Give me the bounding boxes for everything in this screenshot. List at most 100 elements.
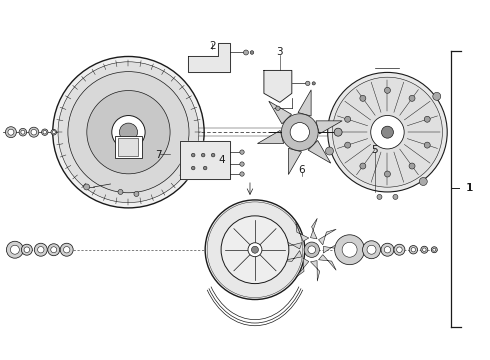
Circle shape	[344, 116, 351, 122]
Circle shape	[381, 243, 394, 256]
Circle shape	[192, 166, 195, 170]
Circle shape	[112, 116, 145, 149]
Circle shape	[281, 114, 318, 150]
Text: 5: 5	[371, 145, 378, 155]
Circle shape	[304, 242, 319, 257]
Circle shape	[118, 189, 123, 194]
Polygon shape	[264, 71, 292, 102]
Circle shape	[431, 247, 437, 253]
Circle shape	[48, 244, 60, 256]
Text: 4: 4	[219, 155, 225, 165]
Text: 1: 1	[466, 183, 472, 193]
Circle shape	[58, 62, 199, 203]
Circle shape	[396, 247, 402, 252]
Circle shape	[382, 126, 393, 138]
Circle shape	[363, 241, 380, 259]
Circle shape	[10, 245, 20, 254]
Circle shape	[120, 123, 138, 141]
Polygon shape	[282, 239, 302, 249]
Circle shape	[409, 95, 415, 101]
Circle shape	[84, 184, 90, 190]
Circle shape	[240, 172, 244, 176]
Circle shape	[87, 91, 170, 174]
Circle shape	[38, 247, 44, 253]
Polygon shape	[298, 90, 311, 116]
Circle shape	[221, 216, 289, 284]
Circle shape	[52, 131, 55, 134]
Circle shape	[419, 177, 427, 185]
Bar	[115, 136, 143, 158]
Circle shape	[342, 242, 357, 257]
Bar	[119, 138, 138, 156]
Circle shape	[334, 128, 342, 136]
Polygon shape	[257, 130, 284, 144]
Circle shape	[250, 51, 254, 54]
Circle shape	[53, 57, 204, 208]
Circle shape	[422, 248, 426, 252]
Polygon shape	[188, 42, 230, 72]
Circle shape	[371, 116, 404, 149]
Circle shape	[68, 72, 189, 193]
Circle shape	[203, 166, 207, 170]
Circle shape	[328, 72, 447, 192]
Circle shape	[385, 87, 391, 93]
Circle shape	[31, 129, 37, 135]
Circle shape	[306, 81, 310, 86]
Circle shape	[409, 246, 417, 254]
Circle shape	[8, 129, 14, 135]
Polygon shape	[308, 140, 331, 163]
Circle shape	[192, 153, 195, 157]
Circle shape	[325, 147, 334, 155]
Circle shape	[290, 122, 309, 142]
Circle shape	[421, 246, 428, 253]
Circle shape	[276, 106, 280, 111]
Circle shape	[19, 129, 26, 136]
Circle shape	[433, 248, 436, 251]
Polygon shape	[289, 148, 301, 175]
Circle shape	[411, 248, 416, 252]
Circle shape	[42, 129, 48, 135]
Circle shape	[248, 243, 262, 257]
Circle shape	[394, 244, 405, 255]
Circle shape	[205, 200, 305, 300]
Circle shape	[43, 130, 47, 134]
Circle shape	[344, 142, 351, 148]
Circle shape	[312, 82, 316, 85]
Polygon shape	[316, 121, 342, 134]
Circle shape	[433, 93, 441, 100]
Circle shape	[385, 171, 391, 177]
Circle shape	[367, 245, 376, 254]
Circle shape	[60, 243, 73, 256]
Text: 2: 2	[209, 41, 216, 50]
Circle shape	[308, 246, 316, 253]
Circle shape	[360, 95, 366, 101]
Circle shape	[424, 116, 430, 122]
Circle shape	[51, 247, 57, 253]
Circle shape	[21, 130, 25, 134]
Polygon shape	[269, 101, 292, 124]
Circle shape	[34, 243, 47, 256]
Circle shape	[240, 162, 244, 166]
Polygon shape	[282, 251, 302, 261]
Circle shape	[393, 194, 398, 199]
Circle shape	[335, 235, 365, 265]
Polygon shape	[323, 246, 343, 253]
Circle shape	[134, 192, 139, 197]
Circle shape	[5, 127, 16, 138]
Circle shape	[409, 163, 415, 169]
Circle shape	[360, 163, 366, 169]
Text: 7: 7	[155, 150, 162, 160]
Polygon shape	[318, 255, 336, 270]
Circle shape	[201, 153, 205, 157]
Text: 6: 6	[298, 165, 305, 175]
Circle shape	[22, 244, 32, 255]
Polygon shape	[296, 258, 309, 277]
Circle shape	[384, 247, 391, 253]
Text: 3: 3	[276, 48, 283, 58]
Circle shape	[244, 50, 248, 55]
Polygon shape	[180, 141, 230, 179]
Polygon shape	[296, 222, 309, 241]
Polygon shape	[318, 229, 336, 245]
Circle shape	[251, 246, 258, 253]
Polygon shape	[311, 218, 318, 239]
